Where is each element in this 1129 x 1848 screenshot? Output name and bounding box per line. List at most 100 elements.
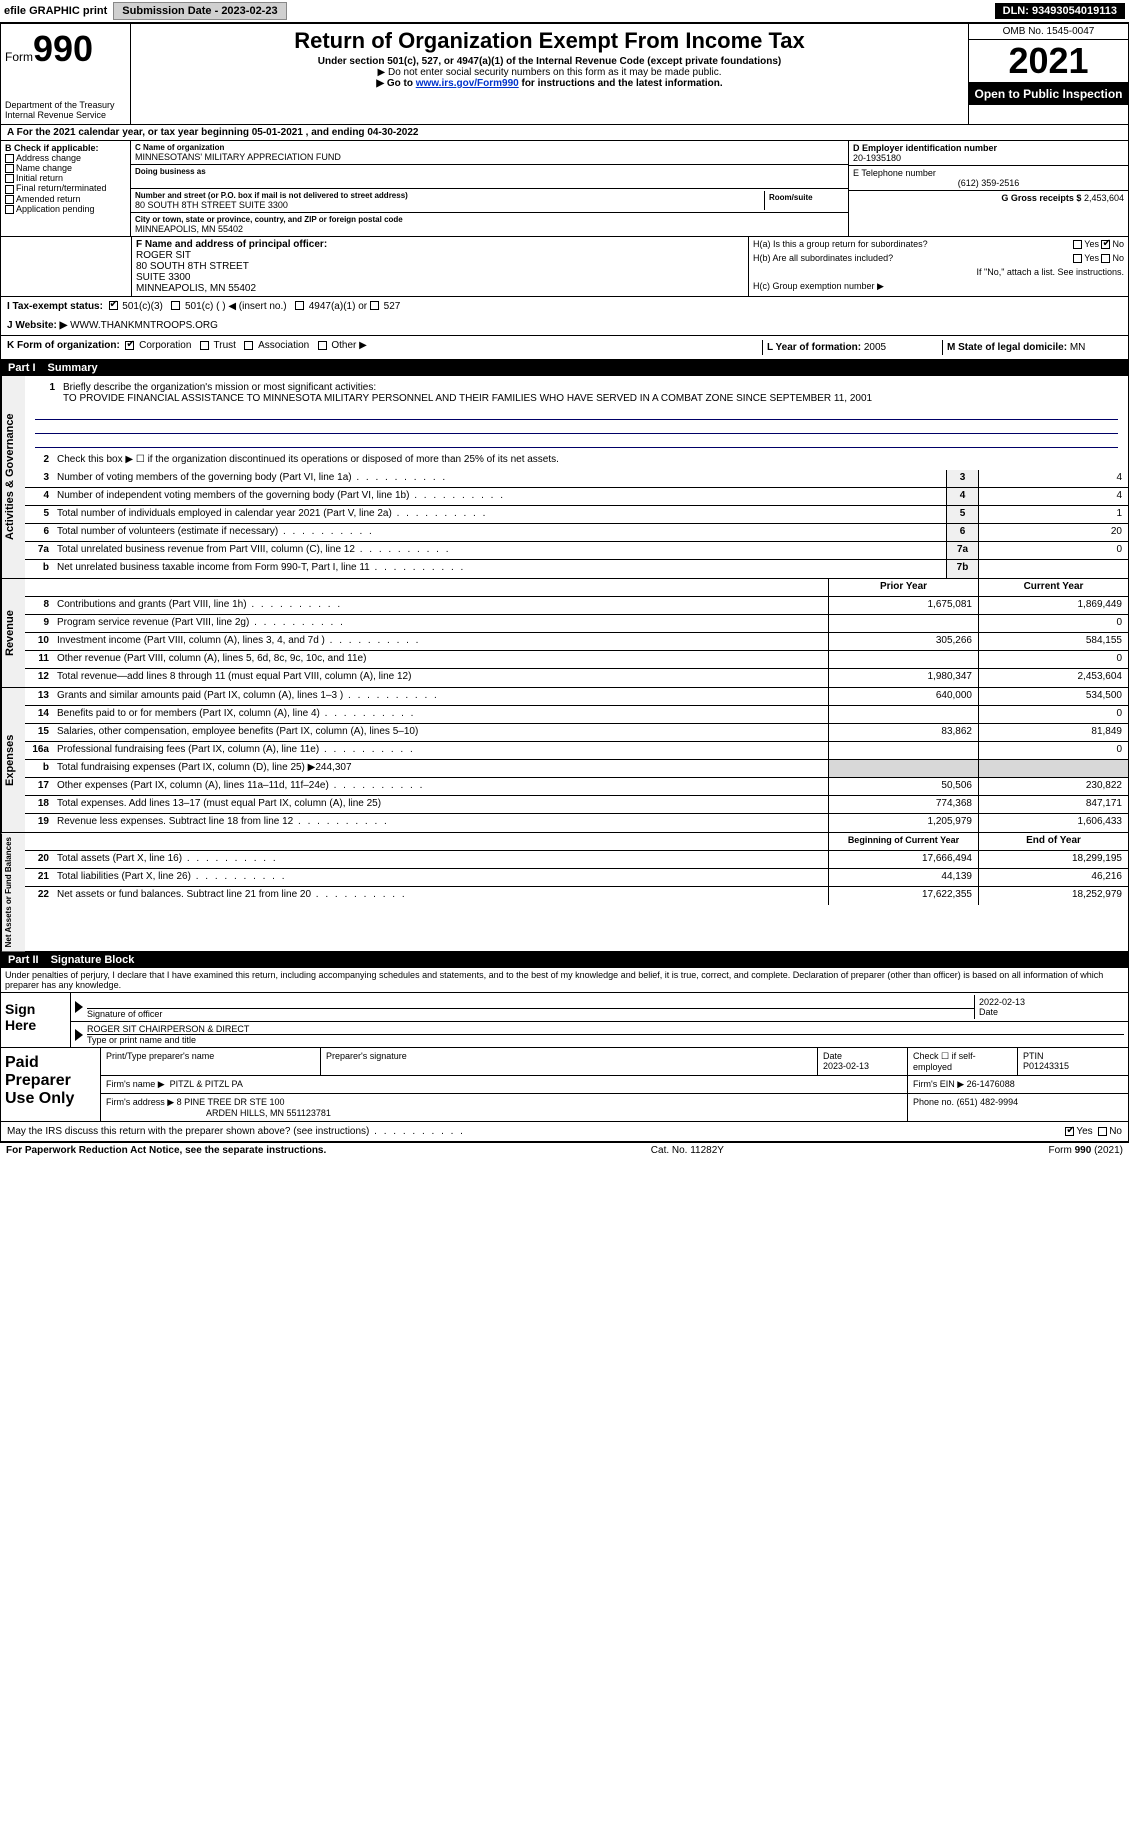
firm-addr1: 8 PINE TREE DR STE 100: [177, 1097, 285, 1107]
l18-text: Total expenses. Add lines 13–17 (must eq…: [53, 796, 828, 813]
part2-header: Part II Signature Block: [0, 952, 1129, 968]
sign-here-label: Sign Here: [1, 993, 71, 1047]
org-name: MINNESOTANS' MILITARY APPRECIATION FUND: [135, 152, 844, 162]
paid-preparer-label: Paid Preparer Use Only: [1, 1048, 101, 1121]
date-label: Date: [979, 1007, 1120, 1017]
firm-ein-label: Firm's EIN ▶: [913, 1079, 964, 1089]
footer-mid: Cat. No. 11282Y: [651, 1145, 724, 1156]
page-footer: For Paperwork Reduction Act Notice, see …: [0, 1142, 1129, 1158]
i-label: I Tax-exempt status:: [7, 301, 103, 312]
pt-check-label: Check ☐ if self-employed: [908, 1048, 1018, 1075]
net-assets-section: Net Assets or Fund Balances Beginning of…: [0, 833, 1129, 952]
officer-block: F Name and address of principal officer:…: [0, 237, 1129, 297]
hdr-end-year: End of Year: [978, 833, 1128, 850]
chk-527[interactable]: [370, 301, 379, 310]
phone-value: (651) 482-9994: [957, 1097, 1019, 1107]
may-irs-discuss: May the IRS discuss this return with the…: [0, 1122, 1129, 1142]
chk-discuss-yes[interactable]: [1065, 1127, 1074, 1136]
form-note-ssn: ▶ Do not enter social security numbers o…: [137, 67, 962, 78]
ptin-value: P01243315: [1023, 1061, 1069, 1071]
l6-value: 20: [978, 524, 1128, 541]
type-name-label: Type or print name and title: [87, 1035, 1124, 1045]
col-d-ein: D Employer identification number 20-1935…: [848, 141, 1128, 236]
chk-association[interactable]: [244, 341, 253, 350]
irs-link[interactable]: www.irs.gov/Form990: [416, 78, 519, 89]
f-label: F Name and address of principal officer:: [136, 239, 744, 250]
l13-curr: 534,500: [978, 688, 1128, 705]
chk-address-change[interactable]: Address change: [5, 153, 126, 163]
chk-other[interactable]: [318, 341, 327, 350]
revenue-section: Revenue Prior YearCurrent Year 8Contribu…: [0, 579, 1129, 688]
form-number: 990: [33, 28, 93, 69]
firm-ein: 26-1476088: [967, 1079, 1015, 1089]
l22-text: Net assets or fund balances. Subtract li…: [53, 887, 828, 905]
l18-prior: 774,368: [828, 796, 978, 813]
l13-text: Grants and similar amounts paid (Part IX…: [53, 688, 828, 705]
efile-topbar: efile GRAPHIC print Submission Date - 20…: [0, 0, 1129, 22]
l20-prior: 17,666,494: [828, 851, 978, 868]
chk-trust[interactable]: [200, 341, 209, 350]
footer-right: Form 990 (2021): [1049, 1145, 1123, 1156]
l14-curr: 0: [978, 706, 1128, 723]
part1-header: Part I Summary: [0, 360, 1129, 376]
open-to-public: Open to Public Inspection: [969, 83, 1128, 105]
part2-label: Part II: [8, 954, 39, 966]
pt-sig-label: Preparer's signature: [321, 1048, 818, 1075]
row-a-tax-year: A For the 2021 calendar year, or tax yea…: [0, 125, 1129, 141]
submission-date-button[interactable]: Submission Date - 2023-02-23: [113, 2, 286, 20]
officer-addr3: MINNEAPOLIS, MN 55402: [136, 283, 744, 294]
firm-addr2: ARDEN HILLS, MN 551123781: [206, 1108, 331, 1118]
l18-curr: 847,171: [978, 796, 1128, 813]
sig-officer-label: Signature of officer: [87, 1009, 974, 1019]
vtab-expenses: Expenses: [1, 688, 25, 832]
sig-date: 2022-02-13: [979, 997, 1120, 1007]
l5-value: 1: [978, 506, 1128, 523]
chk-501c3[interactable]: [109, 301, 118, 310]
hdr-prior-year: Prior Year: [828, 579, 978, 596]
l17-prior: 50,506: [828, 778, 978, 795]
l7b-value: [978, 560, 1128, 578]
chk-501c[interactable]: [171, 301, 180, 310]
col-h-group: H(a) Is this a group return for subordin…: [748, 237, 1128, 296]
form-note-link: ▶ Go to www.irs.gov/Form990 for instruct…: [137, 78, 962, 89]
officer-print-name: ROGER SIT CHAIRPERSON & DIRECT: [87, 1024, 1124, 1035]
telephone: (612) 359-2516: [853, 178, 1124, 188]
chk-amended-return[interactable]: Amended return: [5, 194, 126, 204]
arrow-icon: [75, 1029, 83, 1041]
l8-prior: 1,675,081: [828, 597, 978, 614]
l5-text: Total number of individuals employed in …: [53, 506, 946, 523]
officer-addr1: 80 SOUTH 8TH STREET: [136, 261, 744, 272]
chk-initial-return[interactable]: Initial return: [5, 173, 126, 183]
hdr-beg-year: Beginning of Current Year: [828, 833, 978, 850]
hc-label: H(c) Group exemption number ▶: [749, 279, 1128, 294]
hb-label: H(b) Are all subordinates included?: [753, 253, 1073, 263]
officer-addr2: SUITE 3300: [136, 272, 744, 283]
l16a-curr: 0: [978, 742, 1128, 759]
chk-name-change[interactable]: Name change: [5, 163, 126, 173]
l-label: L Year of formation:: [767, 342, 864, 353]
activities-governance: Activities & Governance 1Briefly describ…: [0, 376, 1129, 579]
chk-corporation[interactable]: [125, 341, 134, 350]
chk-application-pending[interactable]: Application pending: [5, 204, 126, 214]
ha-yes-no: Yes No: [1073, 239, 1124, 249]
form-number-box: Form990 Department of the Treasury Inter…: [1, 24, 131, 124]
l15-text: Salaries, other compensation, employee b…: [53, 724, 828, 741]
row-j-website: J Website: ▶ WWW.THANKMNTROOPS.ORG: [0, 316, 1129, 336]
l17-curr: 230,822: [978, 778, 1128, 795]
chk-4947[interactable]: [295, 301, 304, 310]
ruled-line: [35, 434, 1118, 448]
l8-curr: 1,869,449: [978, 597, 1128, 614]
form-subtitle: Under section 501(c), 527, or 4947(a)(1)…: [137, 56, 962, 67]
l14-prior: [828, 706, 978, 723]
hdr-current-year: Current Year: [978, 579, 1128, 596]
l19-text: Revenue less expenses. Subtract line 18 …: [53, 814, 828, 832]
chk-discuss-no[interactable]: [1098, 1127, 1107, 1136]
l1-label: Briefly describe the organization's miss…: [63, 382, 376, 393]
ha-label: H(a) Is this a group return for subordin…: [753, 239, 1073, 249]
l22-curr: 18,252,979: [978, 887, 1128, 905]
l9-text: Program service revenue (Part VIII, line…: [53, 615, 828, 632]
chk-final-return[interactable]: Final return/terminated: [5, 183, 126, 193]
tax-year: 2021: [969, 40, 1128, 83]
omb-number: OMB No. 1545-0047: [969, 24, 1128, 40]
pt-date: 2023-02-13: [823, 1061, 869, 1071]
